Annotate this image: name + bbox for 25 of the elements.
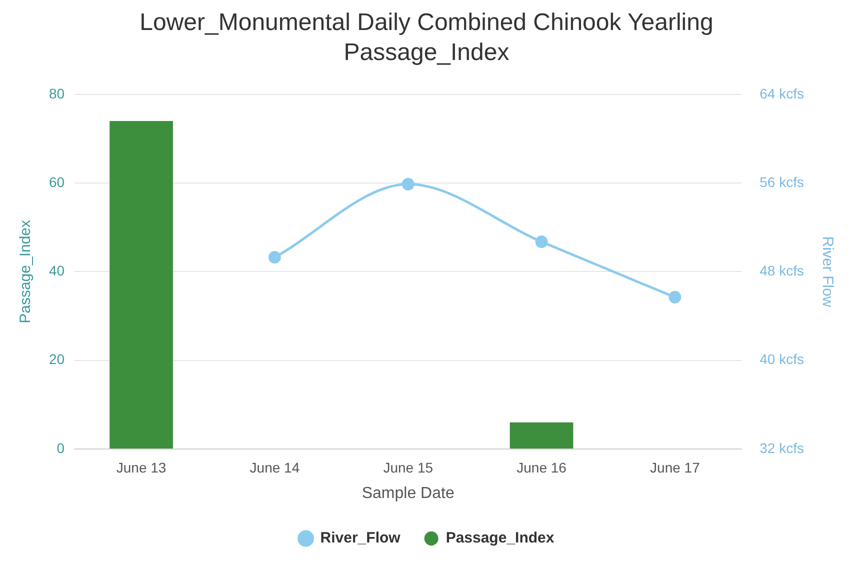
y-tick-label: 80 — [48, 85, 65, 102]
y-axis-title: Passage_Index — [17, 220, 34, 324]
y-tick-label: 40 — [48, 262, 65, 279]
x-tick-label: June 13 — [116, 459, 166, 476]
point — [535, 236, 548, 248]
y2-tick-label: 40 kcfs — [760, 351, 804, 368]
y2-axis-title: River Flow — [818, 236, 836, 308]
x-axis-title: Sample Date — [362, 484, 454, 502]
point — [402, 178, 414, 190]
y2-tick-label: 32 kcfs — [760, 440, 804, 456]
x-tick-label: June 15 — [383, 459, 434, 476]
y2-tick-label: 48 kcfs — [760, 262, 804, 279]
y2-tick-label: 64 kcfs — [760, 85, 804, 102]
y-tick-label: 60 — [48, 174, 65, 190]
legend-label: Passage_Index — [446, 530, 555, 547]
point — [668, 290, 682, 304]
x-tick-label: June 17 — [650, 459, 700, 476]
point — [268, 251, 281, 264]
y-tick-label: 0 — [56, 440, 65, 456]
chart-title: Lower_Monumental Daily Combined Chinook Yearling Passage_Index — [138, 8, 714, 68]
y-tick-label: 20 — [48, 351, 65, 368]
legend-label: River_Flow — [320, 530, 401, 547]
x-tick-label: June 16 — [516, 459, 567, 476]
y2-tick-label: 56 kcfs — [760, 174, 804, 190]
x-tick-label: June 14 — [250, 459, 300, 476]
